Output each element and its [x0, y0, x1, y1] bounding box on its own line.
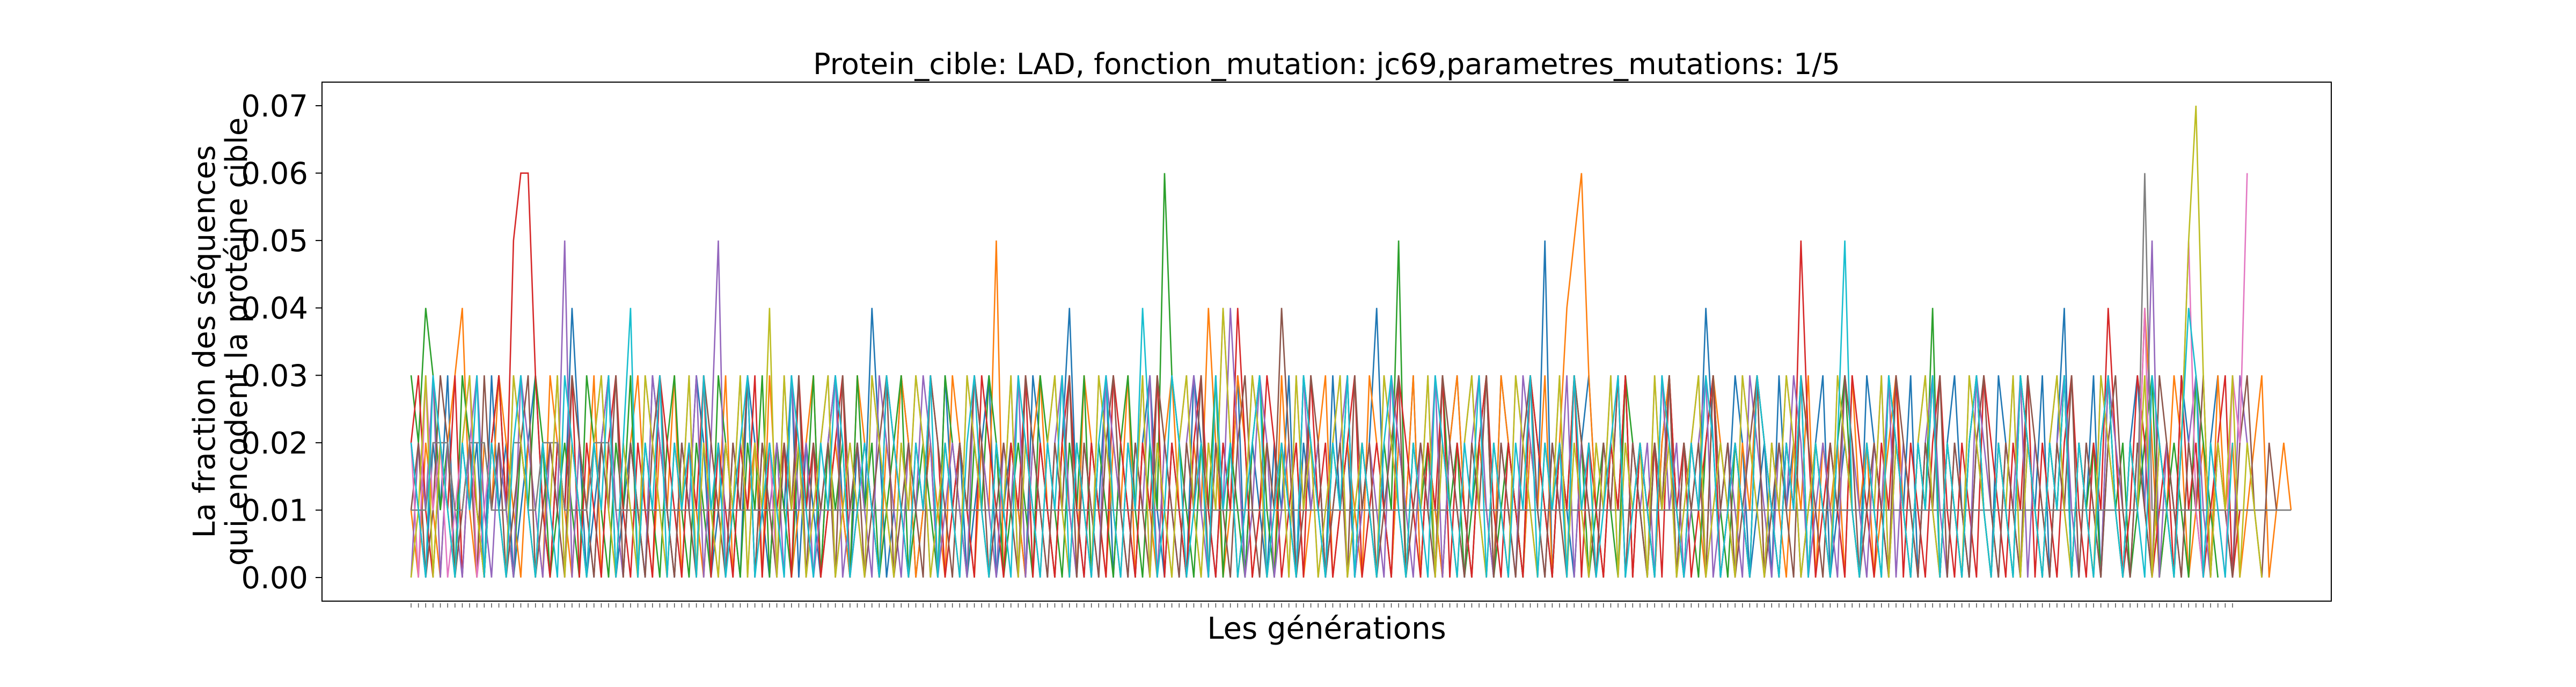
y-axis-label: La fraction des séquences [187, 145, 222, 538]
y-tick-label: 0.04 [241, 291, 308, 326]
y-tick-label: 0.03 [241, 359, 308, 393]
y-axis-label-line-1: La fraction des séquences [187, 145, 222, 538]
x-axis [411, 603, 2233, 608]
y-axis-label-2: qui encodent la protéine cible [219, 118, 254, 566]
x-axis-label: Les générations [1207, 611, 1446, 646]
series-group [410, 105, 2292, 578]
y-axis-label-line-2: qui encodent la protéine cible [219, 118, 254, 566]
y-tick-label: 0.07 [241, 89, 308, 124]
y-tick-label: 0.06 [241, 157, 308, 192]
series-line-10 [410, 240, 2234, 578]
y-tick-label: 0.02 [241, 426, 308, 461]
series-line-8 [411, 173, 2292, 511]
plot-area-frame [321, 82, 2332, 602]
y-axis: 0.00 0.01 0.02 0.03 0.04 0.05 0.06 0.07 [241, 89, 322, 596]
y-tick-label: 0.01 [241, 493, 308, 528]
y-tick-label: 0.05 [241, 224, 308, 259]
y-tick-label: 0.00 [241, 561, 308, 596]
chart-title: Protein_cible: LAD, fonction_mutation: j… [813, 47, 1840, 81]
